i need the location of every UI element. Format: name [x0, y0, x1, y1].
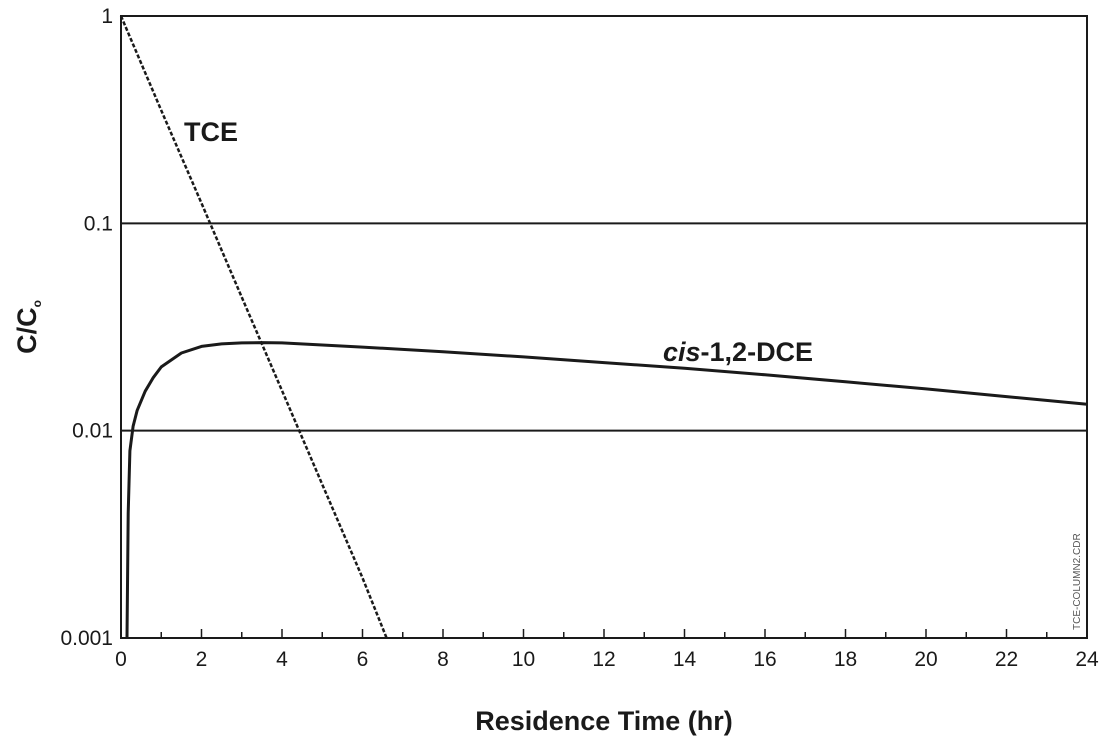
y-tick-label: 1 [101, 5, 113, 28]
y-tick-label: 0.1 [84, 212, 113, 235]
x-tick-label: 2 [196, 648, 208, 671]
x-tick-label: 20 [914, 648, 937, 671]
y-tick-label: 0.001 [60, 627, 113, 650]
x-tick-label: 6 [357, 648, 369, 671]
x-tick-label: 14 [673, 648, 697, 671]
x-tick-label: 22 [995, 648, 1018, 671]
plot-frame [120, 15, 1088, 639]
series-label-cis-dce-rest: -1,2-DCE [701, 337, 814, 367]
series-layer [119, 15, 1088, 639]
label-layer: Residence Time (hr) C/Co TCE cis-1,2-DCE… [12, 117, 1083, 736]
x-tick-label: 18 [834, 648, 857, 671]
x-tick-label: 0 [115, 648, 127, 671]
x-tick-label: 4 [276, 648, 288, 671]
x-tick-label: 10 [512, 648, 535, 671]
y-axis-title-subscript: o [30, 300, 44, 307]
x-axis-title: Residence Time (hr) [475, 706, 733, 736]
series-label-cis-dce-italic: cis [663, 337, 701, 367]
y-axis-title: C/Co [12, 300, 44, 354]
y-axis-title-group: C/Co [12, 300, 44, 354]
x-tick-label: 24 [1075, 648, 1099, 671]
grid-layer [121, 222, 1087, 432]
series-label-cis-dce: cis-1,2-DCE [663, 337, 813, 367]
series-line-cis-dce [125, 341, 1088, 639]
x-tick-label: 16 [753, 648, 776, 671]
x-tick-label: 12 [592, 648, 615, 671]
x-tick-label: 8 [437, 648, 449, 671]
file-watermark: TCE-COLUMN2.CDR [1072, 533, 1083, 630]
y-tick-label: 0.01 [72, 420, 113, 443]
series-line-tce [119, 15, 388, 639]
y-axis-title-main: C/C [12, 307, 42, 354]
series-label-tce: TCE [184, 117, 238, 147]
